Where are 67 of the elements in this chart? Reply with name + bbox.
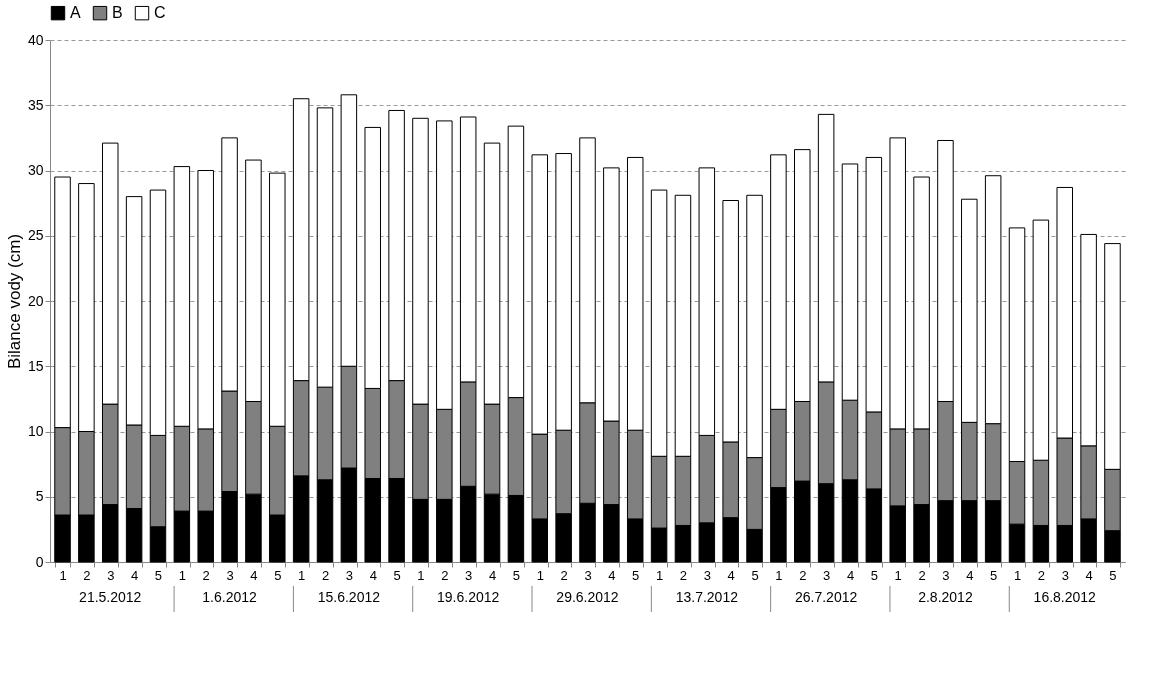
y-axis-title: Bilance vody (cm) <box>4 233 24 370</box>
x-tick-label: 5 <box>751 567 759 583</box>
x-tick-label: 3 <box>345 567 353 583</box>
x-tick-label: 5 <box>1109 567 1117 583</box>
x-tick-label: 2 <box>918 567 926 583</box>
x-tick-label: 2 <box>1037 567 1045 583</box>
text: 26.7.2012 <box>794 589 858 605</box>
y-tick-label: 0 <box>35 553 44 570</box>
x-tick-label: 3 <box>107 567 115 583</box>
x-tick-label: 4 <box>608 567 616 583</box>
x-tick-label: 5 <box>870 567 878 583</box>
x-tick-label: 1 <box>1013 567 1022 583</box>
x-tick-label: 4 <box>250 567 258 583</box>
x-tick-label: 3 <box>584 567 592 583</box>
text: 1.6.2012 <box>202 589 258 605</box>
y-tick-label: 10 <box>27 423 44 439</box>
y-tick-label: 15 <box>27 357 44 374</box>
x-tick-label: 2 <box>321 567 330 583</box>
x-tick-label: 2 <box>83 567 91 583</box>
x-tick-label: 1 <box>178 567 186 583</box>
x-tick-label: 1 <box>655 567 664 583</box>
x-tick-label: 3 <box>226 567 234 583</box>
x-tick-label: 2 <box>799 567 807 583</box>
x-tick-label: 3 <box>823 567 831 583</box>
x-tick-label: 5 <box>632 567 640 583</box>
x-tick-label: 2 <box>560 567 568 583</box>
x-tick-label: 4 <box>846 567 855 583</box>
x-tick-label: 5 <box>154 567 163 583</box>
x-tick-label: 3 <box>1061 567 1069 583</box>
text: 19.6.2012 <box>437 589 500 605</box>
x-tick-label: 3 <box>942 567 950 583</box>
legend-label: C <box>154 4 166 22</box>
x-tick-label: 1 <box>775 567 783 583</box>
x-tick-label: 4 <box>966 567 974 583</box>
y-tick-label: 25 <box>27 227 44 244</box>
y-tick-label: 35 <box>27 96 44 113</box>
text: 21.5.2012 <box>79 589 142 605</box>
x-tick-label: 1 <box>417 567 425 583</box>
text: 13.7.2012 <box>675 589 739 605</box>
x-tick-label: 2 <box>202 567 210 583</box>
y-tick-label: 5 <box>35 488 44 505</box>
x-tick-label: 3 <box>465 567 473 583</box>
text: 29.6.2012 <box>556 589 619 605</box>
y-tick-label: 40 <box>27 31 44 48</box>
x-tick-label: 3 <box>703 567 711 583</box>
x-tick-label: 1 <box>298 567 306 583</box>
x-tick-label: 1 <box>536 567 544 583</box>
x-tick-label: 2 <box>441 567 449 583</box>
y-tick-label: 30 <box>27 162 44 178</box>
x-tick-label: 1 <box>894 567 902 583</box>
x-tick-label: 5 <box>393 567 401 583</box>
x-tick-label: 5 <box>274 567 282 583</box>
x-tick-label: 1 <box>59 567 67 583</box>
x-tick-label: 2 <box>679 567 688 583</box>
legend-label: B <box>112 4 123 22</box>
legend-label: A <box>70 4 81 22</box>
x-tick-label: 4 <box>1085 567 1093 583</box>
text: 2.8.2012 <box>918 589 973 605</box>
x-tick-label: 5 <box>512 567 521 583</box>
x-tick-label: 4 <box>488 567 497 583</box>
x-tick-label: 4 <box>727 567 735 583</box>
x-tick-label: 5 <box>990 567 998 583</box>
x-tick-label: 4 <box>131 567 139 583</box>
text: 15.6.2012 <box>317 589 381 605</box>
x-tick-label: 4 <box>369 567 377 583</box>
text: 16.8.2012 <box>1033 589 1097 605</box>
y-tick-label: 20 <box>27 292 44 309</box>
